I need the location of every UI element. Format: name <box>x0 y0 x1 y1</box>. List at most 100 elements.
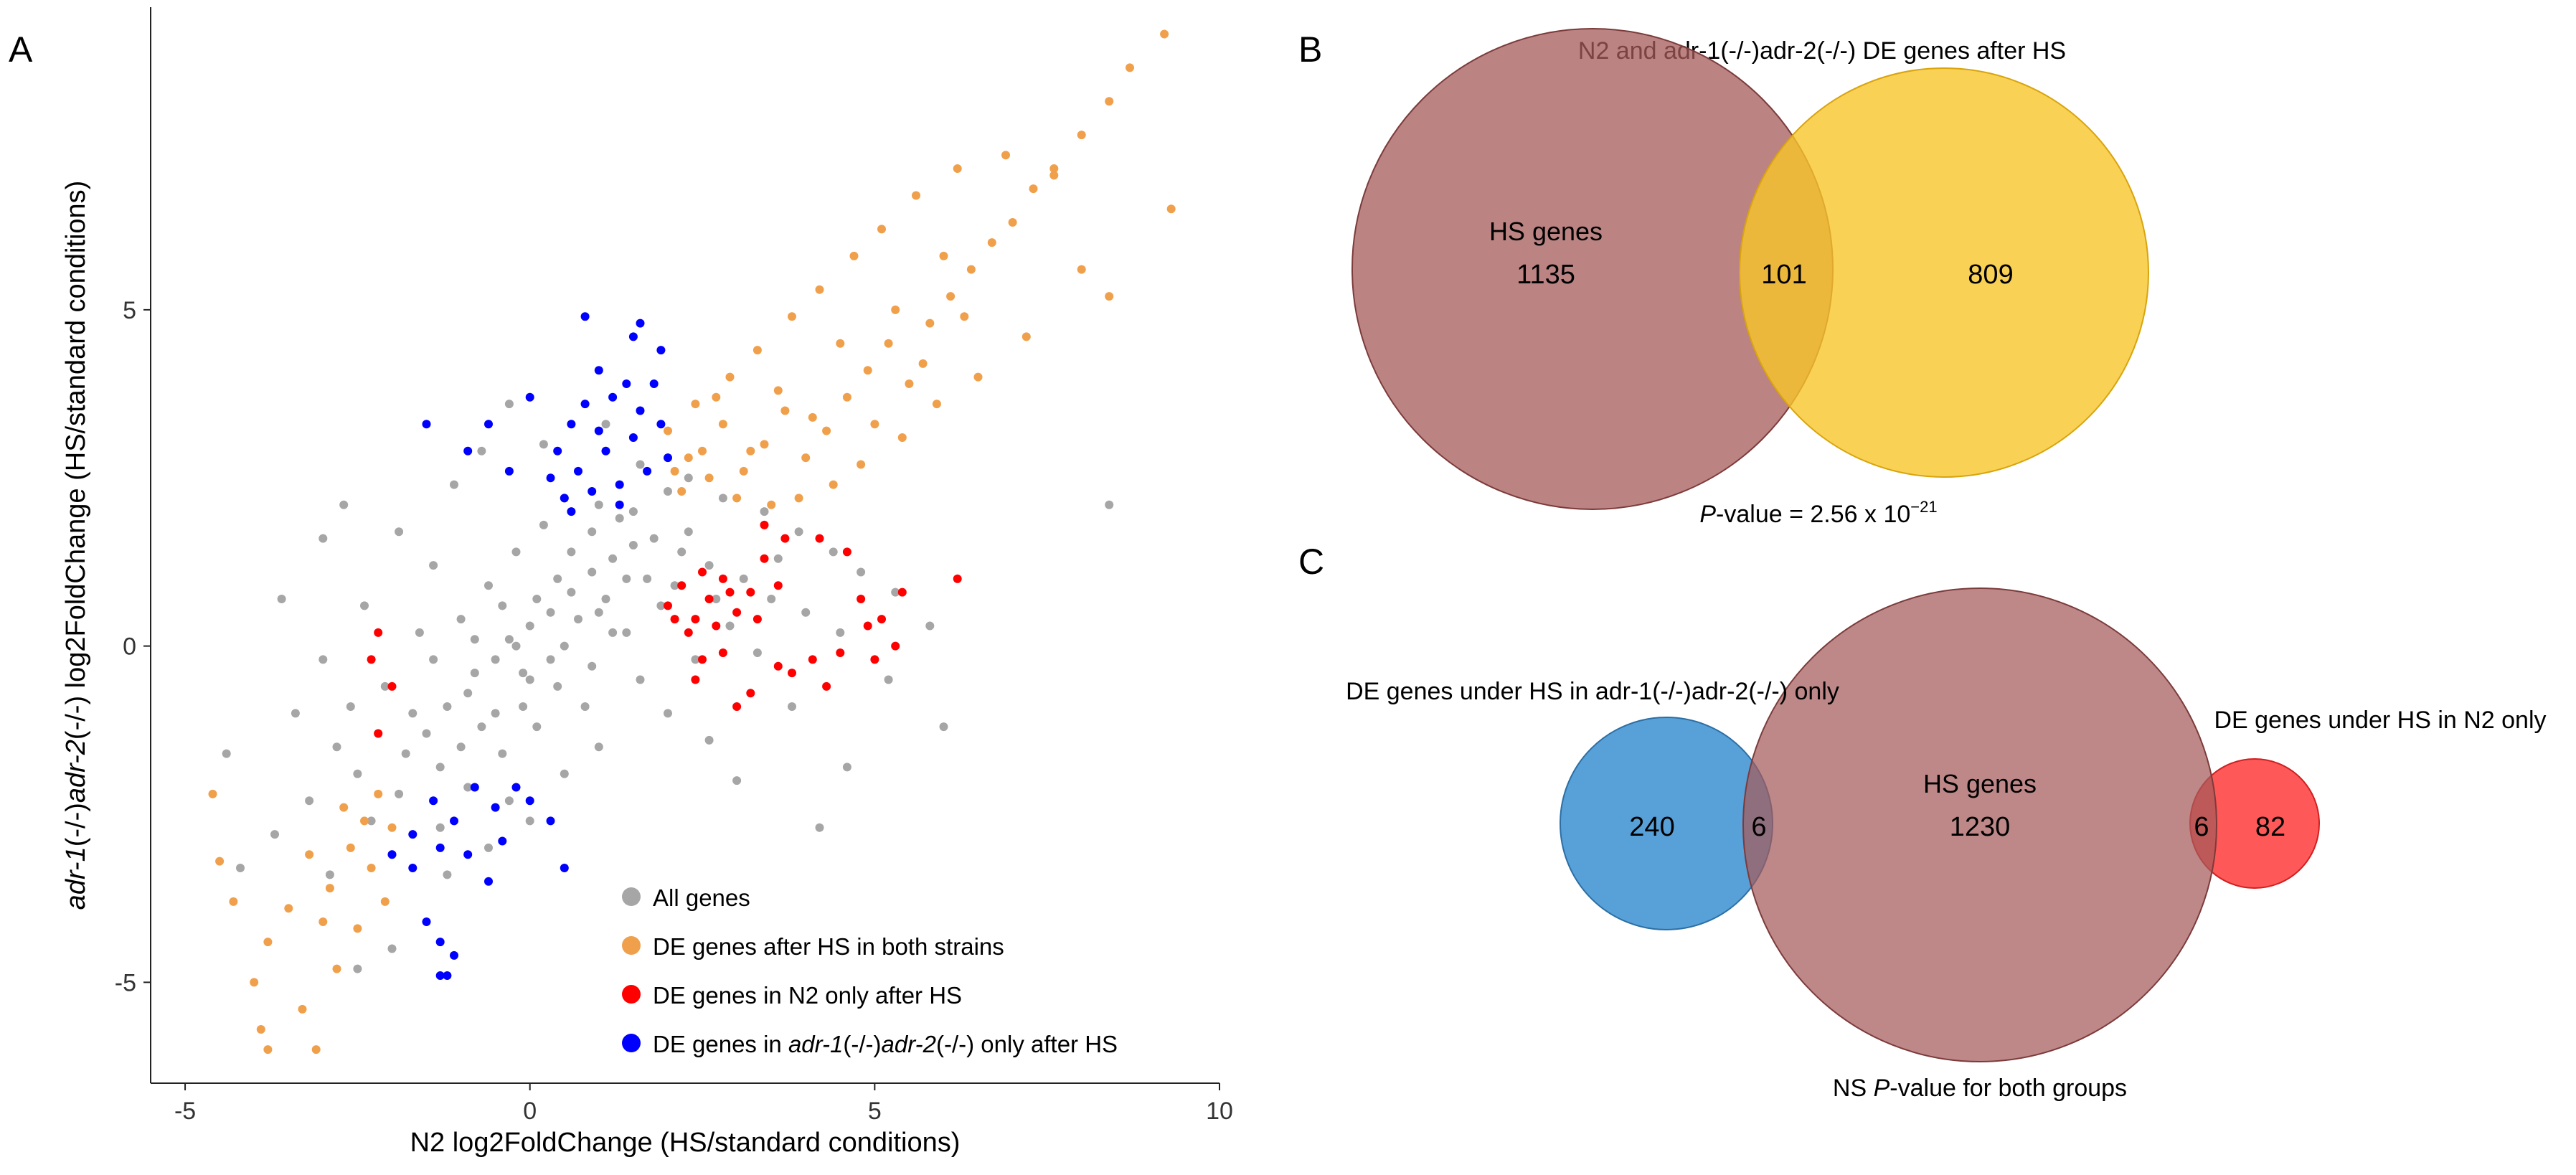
point-both-62 <box>346 843 355 852</box>
point-all-11 <box>608 554 618 563</box>
legend: All genes DE genes after HS in both stra… <box>622 884 1118 1057</box>
point-n2-38 <box>691 675 700 684</box>
x-tick-label: -5 <box>174 1098 196 1125</box>
y-axis-label: adr-1(-/-)adr-2(-/-) log2FoldChange (HS/… <box>61 181 91 910</box>
point-all-85 <box>574 615 582 624</box>
point-all-57 <box>477 446 486 456</box>
point-adr-18 <box>594 366 603 375</box>
point-both-23 <box>1166 204 1176 214</box>
point-adr-38 <box>435 843 445 852</box>
point-all-83 <box>511 641 521 651</box>
point-both-53 <box>712 392 721 402</box>
point-both-67 <box>263 938 273 947</box>
point-adr-47 <box>546 816 555 826</box>
point-both-49 <box>939 251 948 260</box>
point-all-77 <box>704 735 714 745</box>
point-n2-24 <box>822 681 831 691</box>
point-n2-9 <box>698 567 707 577</box>
point-all-114 <box>277 595 286 603</box>
point-both-11 <box>905 379 914 388</box>
point-all-55 <box>319 534 328 543</box>
point-all-111 <box>594 608 603 617</box>
point-both-33 <box>732 494 742 503</box>
point-both-1 <box>698 446 707 456</box>
point-all-56 <box>450 480 458 489</box>
point-n2-28 <box>718 648 727 657</box>
legend-label-adr: DE genes in adr-1(-/-)adr-2(-/-) only af… <box>653 1031 1118 1057</box>
point-all-31 <box>622 628 631 637</box>
point-both-13 <box>946 292 956 301</box>
point-all-32 <box>588 661 597 671</box>
point-all-116 <box>325 870 334 879</box>
point-all-41 <box>532 722 542 732</box>
point-n2-26 <box>773 661 783 671</box>
point-all-86 <box>498 601 507 610</box>
point-all-14 <box>353 769 362 778</box>
point-both-17 <box>1029 184 1038 194</box>
point-all-59 <box>539 440 548 449</box>
point-all-35 <box>477 722 486 732</box>
point-all-13 <box>649 534 659 543</box>
point-both-47 <box>1049 171 1059 180</box>
point-n2-1 <box>677 581 687 590</box>
point-both-51 <box>836 339 845 348</box>
point-all-38 <box>367 816 376 826</box>
point-all-69 <box>925 621 935 631</box>
point-adr-39 <box>408 864 417 872</box>
point-all-51 <box>236 864 245 872</box>
point-adr-14 <box>636 406 645 415</box>
point-both-54 <box>670 466 679 476</box>
y-axis-label-plain-1: (-/-) <box>61 803 91 846</box>
point-all-30 <box>656 601 666 610</box>
point-adr-49 <box>484 877 493 886</box>
point-n2-13 <box>773 581 783 590</box>
point-all-45 <box>752 648 762 657</box>
point-adr-22 <box>636 318 645 328</box>
point-all-80 <box>1105 500 1114 509</box>
point-both-26 <box>973 372 983 382</box>
point-adr-21 <box>580 312 590 321</box>
point-both-12 <box>925 318 935 328</box>
legend-swatch-both <box>622 936 641 955</box>
point-both-42 <box>849 251 859 260</box>
point-all-71 <box>484 843 493 852</box>
point-all-74 <box>560 769 569 778</box>
point-n2-3 <box>704 595 714 603</box>
point-all-119 <box>788 702 796 711</box>
point-both-76 <box>215 857 225 866</box>
point-all-7 <box>525 621 534 631</box>
point-adr-11 <box>594 426 603 435</box>
point-all-46 <box>415 628 424 637</box>
point-both-64 <box>325 884 334 893</box>
point-all-43 <box>636 675 645 684</box>
point-adr-35 <box>408 830 417 839</box>
point-both-61 <box>360 816 369 826</box>
point-all-19 <box>511 547 521 557</box>
point-both-74 <box>353 924 362 933</box>
point-adr-27 <box>504 466 514 476</box>
x-tick-label: 5 <box>868 1098 882 1125</box>
point-both-73 <box>332 964 341 973</box>
point-all-98 <box>408 709 417 718</box>
point-all-23 <box>615 514 624 523</box>
point-both-44 <box>912 191 920 200</box>
point-adr-9 <box>567 420 576 429</box>
point-adr-31 <box>491 803 500 812</box>
point-both-34 <box>704 473 714 483</box>
venn-c-footer-suffix: -value for both groups <box>1889 1075 2127 1102</box>
point-adr-13 <box>622 379 631 388</box>
point-n2-18 <box>842 547 851 557</box>
point-both-65 <box>305 850 314 859</box>
point-all-91 <box>670 581 679 590</box>
point-all-8 <box>546 608 555 617</box>
venn-b-pvalue-p: P <box>1699 501 1716 528</box>
point-n2-27 <box>746 689 755 698</box>
point-both-9 <box>863 366 872 375</box>
point-n2-25 <box>808 655 817 664</box>
point-all-6 <box>504 635 514 644</box>
point-adr-41 <box>422 917 431 926</box>
point-n2-22 <box>863 621 872 631</box>
point-all-28 <box>801 608 811 617</box>
venn-b-hs-name: HS genes <box>1489 217 1603 246</box>
point-all-61 <box>636 460 645 469</box>
